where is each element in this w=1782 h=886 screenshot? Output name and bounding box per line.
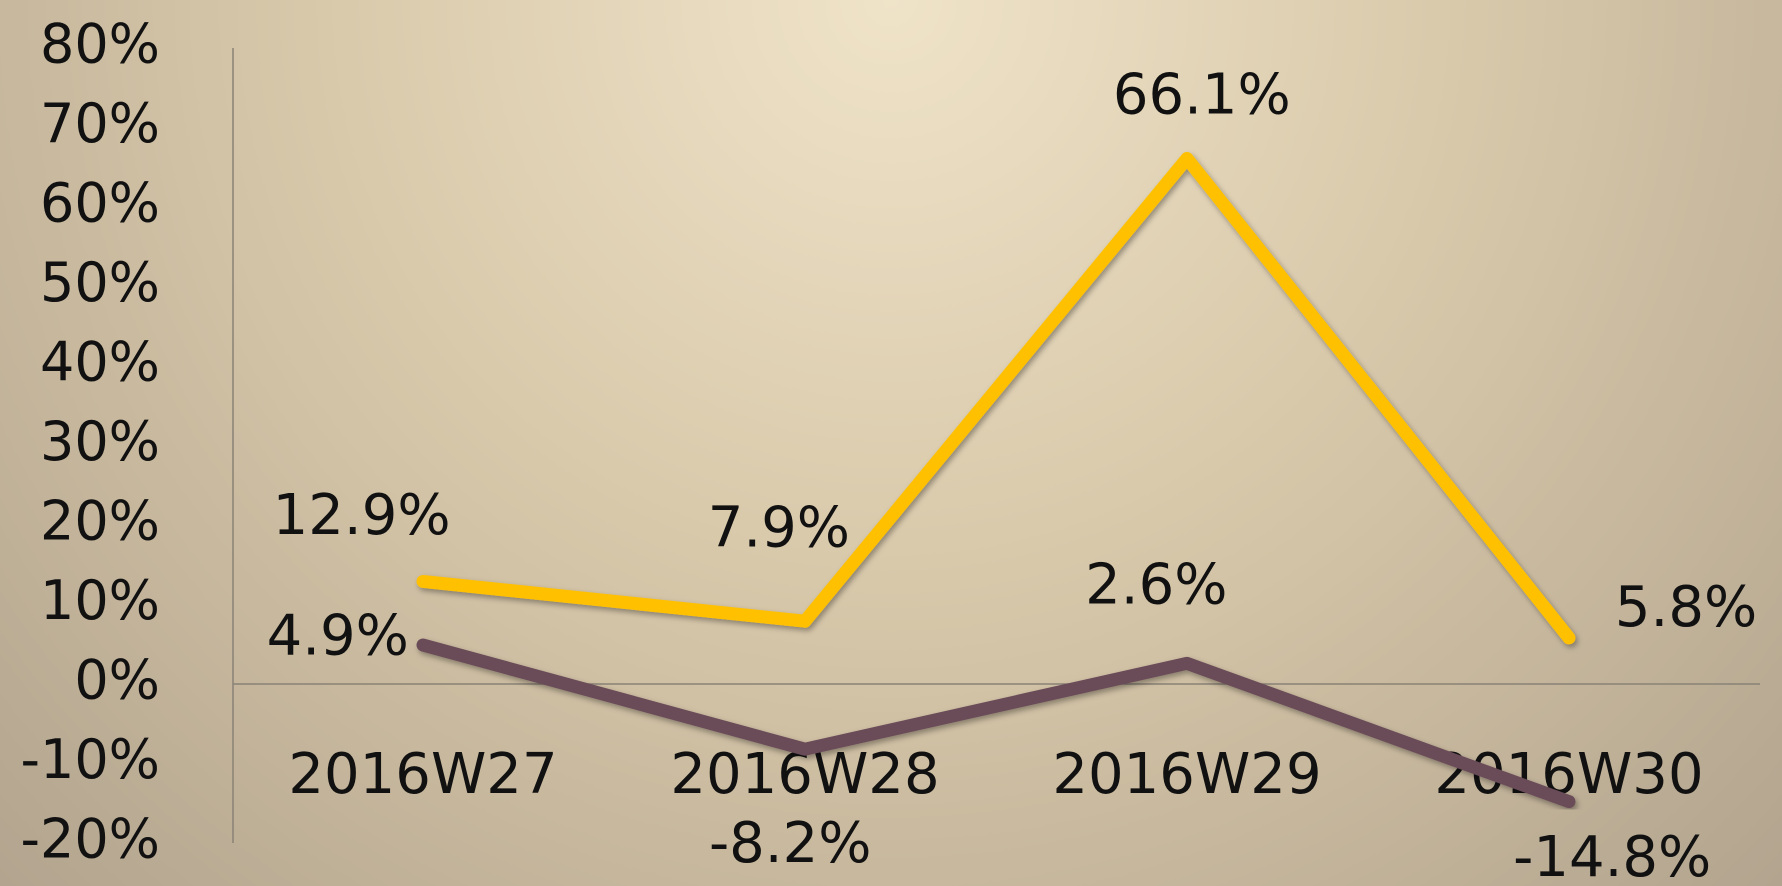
x-tick-label: 2016W27: [288, 742, 557, 807]
y-tick-label: 50%: [40, 251, 160, 314]
y-tick-label: 40%: [40, 331, 160, 394]
y-tick-label: -20%: [20, 808, 160, 871]
x-tick-label: 2016W29: [1052, 742, 1321, 807]
data-label: 12.9%: [273, 483, 451, 548]
y-tick-label: 0%: [74, 649, 160, 712]
y-tick-label: 80%: [40, 13, 160, 76]
series-line: [416, 152, 1576, 645]
data-label: 5.8%: [1615, 575, 1757, 640]
data-label: -8.2%: [709, 811, 871, 876]
data-label: 66.1%: [1113, 62, 1291, 127]
data-label: -14.8%: [1513, 825, 1711, 886]
data-label: 2.6%: [1085, 552, 1227, 617]
y-tick-label: -10%: [20, 728, 160, 791]
y-tick-label: 10%: [40, 569, 160, 632]
y-tick-label: 20%: [40, 490, 160, 553]
data-label: 7.9%: [708, 496, 850, 561]
y-tick-label: 70%: [40, 92, 160, 155]
data-label: 4.9%: [267, 604, 409, 669]
y-tick-label: 30%: [40, 410, 160, 473]
series-line: [416, 638, 1576, 809]
y-tick-label: 60%: [40, 172, 160, 235]
